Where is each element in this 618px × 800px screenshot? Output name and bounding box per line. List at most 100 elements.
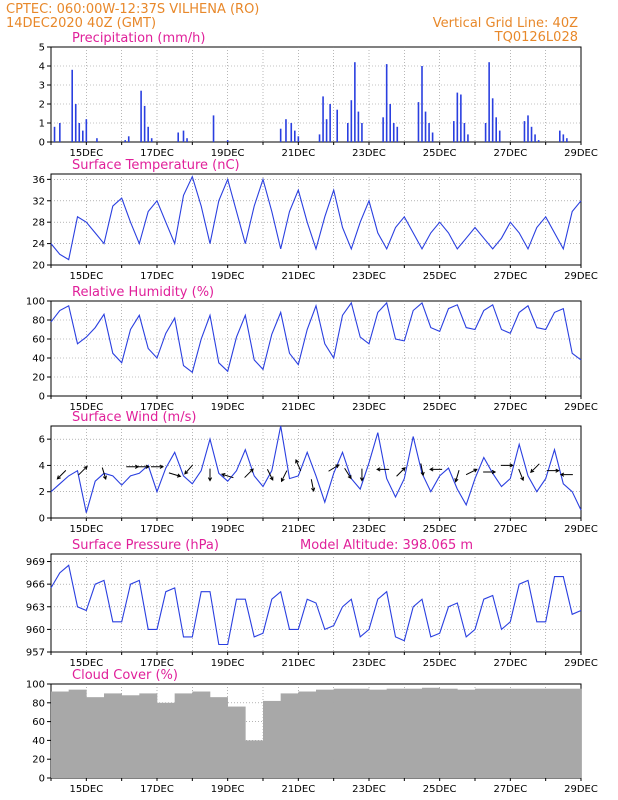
precipitation-bar [530, 126, 533, 142]
precipitation-bar [428, 123, 430, 142]
wind-wind-vector [168, 472, 182, 478]
precipitation-ytick-label: 2 [39, 100, 45, 111]
precipitation-xtick-label: 27DEC [493, 148, 527, 159]
temperature-series-line [50, 175, 582, 261]
precipitation-bar [354, 62, 356, 143]
precipitation-bar [285, 119, 287, 142]
humidity-xtick-label: 23DEC [352, 402, 386, 413]
humidity-series-line [50, 301, 582, 374]
wind-wind-vector [184, 464, 194, 475]
precipitation-bar [495, 117, 497, 142]
cloud-cover-ytick-label: 100 [26, 680, 45, 691]
precipitation-xtick-label: 17DEC [140, 148, 174, 159]
precipitation-bar [417, 102, 420, 142]
precipitation-bar [297, 136, 300, 142]
cloud-cover-bar [68, 689, 87, 778]
cloud-cover-xtick-label: 19DEC [211, 784, 245, 795]
precipitation-bar [290, 123, 293, 142]
wind-wind-vector [500, 463, 514, 468]
wind-frame [50, 425, 582, 519]
precipitation-bar [559, 130, 561, 142]
cloud-cover-xtick-label: 27DEC [493, 784, 527, 795]
cloud-cover-bar [121, 695, 140, 778]
precipitation-bar [318, 134, 321, 142]
humidity-ytick-label: 100 [26, 297, 45, 308]
pressure-xtick-label: 27DEC [493, 658, 527, 669]
pressure-xtick-label: 29DEC [564, 658, 598, 669]
wind-wind-vector [396, 467, 406, 477]
pressure-frame [50, 553, 582, 653]
precipitation-bar [74, 104, 77, 142]
wind-wind-vector [344, 467, 352, 480]
humidity-xtick-label: 21DEC [281, 402, 315, 413]
wind-wind-vector [295, 458, 302, 472]
panel-humidity: 0 20 40 60 80 100 15DEC 17DEC 19DEC 21DEC 23DEC 25D… [26, 285, 598, 413]
temperature-xtick-label: 21DEC [281, 271, 315, 282]
precipitation-bar [491, 98, 494, 142]
precipitation-xtick-label: 19DEC [211, 148, 245, 159]
precipitation-bar [562, 134, 565, 142]
cloud-cover-ytick-label: 0 [39, 774, 45, 785]
precipitation-bar [294, 130, 296, 142]
cloud-cover-bar [86, 697, 105, 778]
precipitation-bar [389, 104, 391, 142]
precipitation-title: Precipitation (mm/h) [72, 31, 205, 46]
precipitation-bar [325, 119, 328, 142]
cloud-cover-xtick-label: 23DEC [352, 784, 386, 795]
cloud-cover-xtick-label: 29DEC [564, 784, 598, 795]
precipitation-bar [534, 134, 536, 142]
wind-ytick-label: 4 [39, 461, 45, 472]
header-grid-note: Vertical Grid Line: 40Z [433, 16, 578, 31]
pressure-xtick-label: 17DEC [140, 658, 174, 669]
precipitation-bar [424, 111, 427, 142]
temperature-ytick-label: 28 [32, 218, 45, 229]
precipitation-bar [140, 90, 142, 142]
wind-wind-vector [559, 472, 573, 477]
temperature-xtick-label: 17DEC [140, 271, 174, 282]
humidity-ytick-label: 40 [32, 354, 45, 365]
cloud-cover-bar [475, 688, 493, 778]
cloud-cover-ytick-label: 20 [32, 755, 45, 766]
temperature-xtick-label: 19DEC [211, 271, 245, 282]
cloud-cover-bar [386, 688, 405, 778]
humidity-xtick-label: 29DEC [564, 402, 598, 413]
pressure-xtick-label: 19DEC [211, 658, 245, 669]
precipitation-ytick-label: 3 [39, 81, 45, 92]
cloud-cover-bar [51, 691, 69, 778]
precipitation-bar [329, 104, 331, 142]
precipitation-xtick-label: 15DEC [69, 148, 103, 159]
precipitation-ytick-label: 5 [39, 43, 45, 54]
panel-cloud-cover: 0 20 40 60 80 100 15DEC 17DEC 19DEC 21DEC 23DEC 25D… [26, 668, 598, 795]
cloud-cover-bar [263, 700, 281, 778]
cloud-cover-xtick-label: 15DEC [69, 784, 103, 795]
precipitation-bar [182, 130, 185, 142]
precipitation-ytick-label: 4 [39, 62, 45, 73]
humidity-ytick-label: 20 [32, 373, 45, 384]
precipitation-bar [279, 128, 282, 142]
precipitation-xtick-label: 25DEC [423, 148, 457, 159]
precipitation-bar [85, 119, 88, 142]
precipitation-bar [143, 105, 146, 142]
pressure-ytick-label: 963 [26, 602, 45, 613]
wind-wind-vector [454, 470, 460, 483]
cloud-cover-ytick-label: 80 [32, 698, 45, 709]
precipitation-bar [336, 109, 338, 142]
precipitation-bar [127, 136, 130, 142]
temperature-xtick-label: 15DEC [69, 271, 103, 282]
wind-wind-vector [56, 470, 67, 480]
header-code: TQ0126L028 [494, 30, 578, 45]
cloud-cover-bar [545, 688, 564, 778]
precipitation-bar [322, 96, 324, 142]
precipitation-bar [177, 132, 179, 142]
wind-wind-vector [151, 464, 165, 469]
precipitation-bar [453, 121, 455, 142]
precipitation-bar [484, 123, 487, 142]
pressure-xtick-label: 15DEC [69, 658, 103, 669]
wind-wind-vector [244, 468, 254, 478]
wind-wind-vector [359, 468, 365, 482]
humidity-ytick-label: 60 [32, 335, 45, 346]
temperature-frame [50, 173, 582, 266]
precipitation-bar [463, 123, 466, 142]
header-date: 14DEC2020 40Z (GMT) [6, 16, 156, 31]
